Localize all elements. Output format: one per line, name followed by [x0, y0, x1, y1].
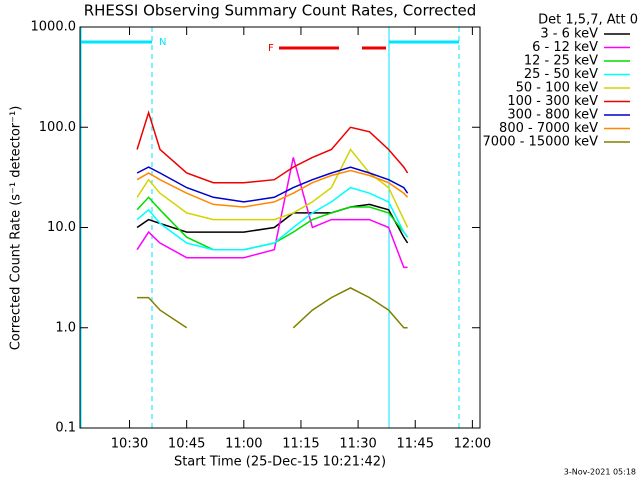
legend-label: 7000 - 15000 keV — [483, 135, 599, 150]
legend-label: 800 - 7000 keV — [499, 121, 598, 136]
y-tick-label: 10.0 — [47, 220, 76, 235]
series-line — [136, 186, 409, 251]
x-tick-label: 11:00 — [225, 437, 262, 452]
legend-label: 100 - 300 keV — [507, 94, 598, 109]
series-line — [136, 110, 409, 184]
legend-label: 12 - 25 keV — [524, 54, 598, 69]
x-axis-label: Start Time (25-Dec-15 10:21:42) — [174, 455, 386, 470]
footer: 3-Nov-2021 05:18 — [564, 468, 636, 477]
series-line — [136, 169, 409, 208]
series-line — [136, 148, 409, 228]
legend-label: 6 - 12 keV — [532, 40, 598, 55]
y-axis-label: Corrected Count Rate (s⁻¹ detector⁻¹) — [9, 106, 24, 351]
series-line — [136, 157, 408, 269]
y-tick-label: 100.0 — [39, 120, 76, 135]
chart-title: RHESSI Observing Summary Count Rates, Co… — [84, 2, 477, 20]
legend-label: 3 - 6 keV — [540, 27, 598, 42]
series-line — [292, 287, 408, 329]
legend-label: 300 - 800 keV — [507, 108, 598, 123]
x-tick-label: 11:45 — [397, 437, 434, 452]
legend-label: 25 - 50 keV — [524, 67, 598, 82]
series-line — [137, 296, 188, 329]
x-tick-label: 11:30 — [339, 437, 376, 452]
flare-label: F — [268, 43, 274, 54]
y-tick-label: 1000.0 — [31, 20, 77, 35]
x-tick-label: 10:30 — [111, 437, 148, 452]
y-tick-label: 1.0 — [55, 320, 76, 335]
series-line — [136, 166, 409, 203]
x-tick-label: 10:45 — [168, 437, 205, 452]
x-tick-label: 12:00 — [454, 437, 491, 452]
legend-label: 50 - 100 keV — [516, 81, 599, 96]
x-tick-label: 11:15 — [282, 437, 319, 452]
night-label: N — [159, 37, 166, 48]
series-line — [136, 196, 409, 251]
y-tick-label: 0.1 — [55, 421, 76, 436]
legend-title: Det 1,5,7, Att 0 — [538, 13, 638, 28]
